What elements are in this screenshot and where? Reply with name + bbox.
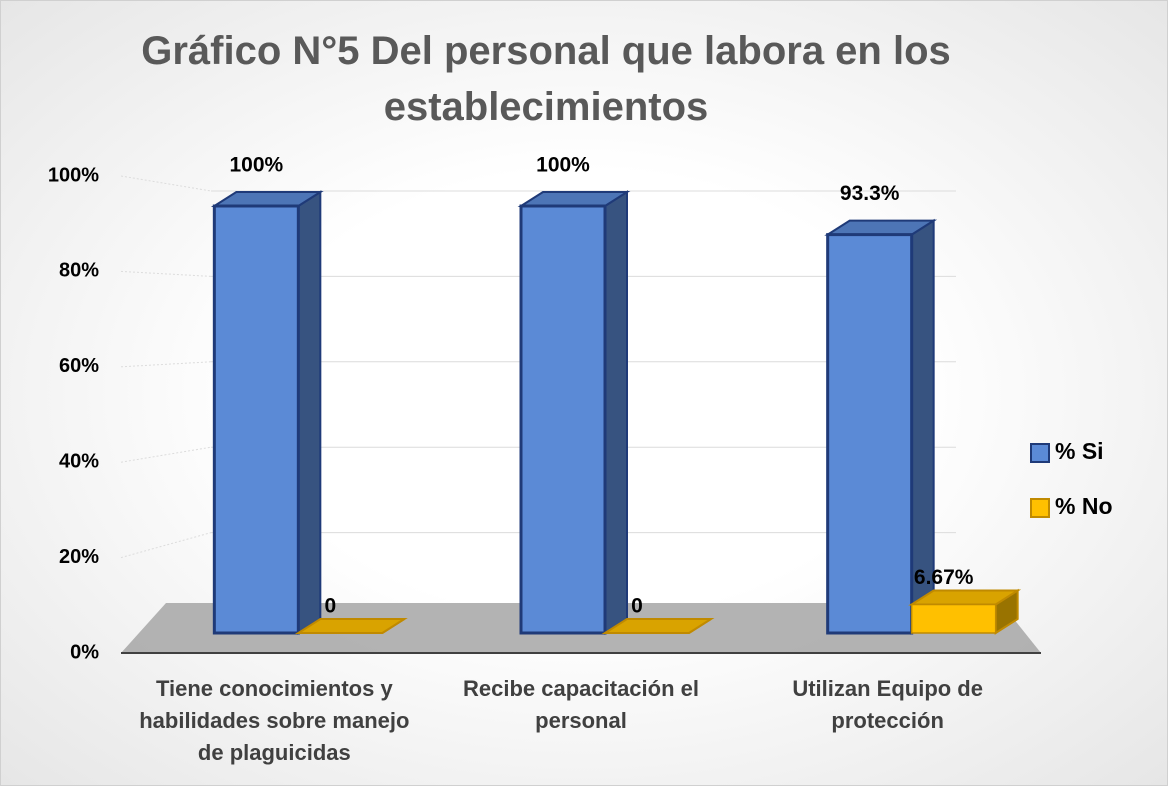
y-tick-label: 60% (59, 355, 99, 377)
data-label: 0 (631, 595, 643, 618)
x-tick-label: Tiene conocimientos y habilidades sobre … (139, 676, 410, 765)
x-tick-label: Utilizan Equipo de protección (792, 676, 983, 733)
bar (910, 603, 997, 634)
y-tick-label: 80% (59, 260, 99, 282)
data-label: 93.3% (840, 182, 900, 205)
legend-label: % Si (1055, 438, 1104, 464)
data-label: 100% (536, 154, 590, 177)
bar (826, 233, 914, 635)
data-label: 0 (324, 595, 336, 618)
bar-top (601, 618, 715, 634)
y-tick-label: 20% (59, 546, 99, 568)
data-label: 100% (229, 154, 283, 177)
y-tick-label: 100% (48, 164, 99, 186)
grid-line (120, 175, 212, 192)
grid-line (120, 270, 212, 277)
grid-line (120, 532, 212, 559)
x-tick-label: Recibe capacitación el personal (463, 676, 699, 733)
bar-side (604, 190, 628, 635)
bar (212, 204, 300, 635)
chart-title: Gráfico N°5 Del personal que labora en l… (141, 29, 951, 129)
bar-top (294, 618, 408, 634)
y-tick-label: 40% (59, 450, 99, 472)
data-label: 6.67% (914, 566, 974, 589)
y-tick-label: 0% (70, 641, 99, 663)
grid-line (120, 361, 212, 368)
legend-swatch (1030, 443, 1050, 463)
bar (519, 204, 607, 635)
legend-swatch (1030, 498, 1050, 518)
grid-line (120, 446, 212, 463)
legend-label: % No (1055, 493, 1113, 519)
bar-side (297, 190, 322, 635)
